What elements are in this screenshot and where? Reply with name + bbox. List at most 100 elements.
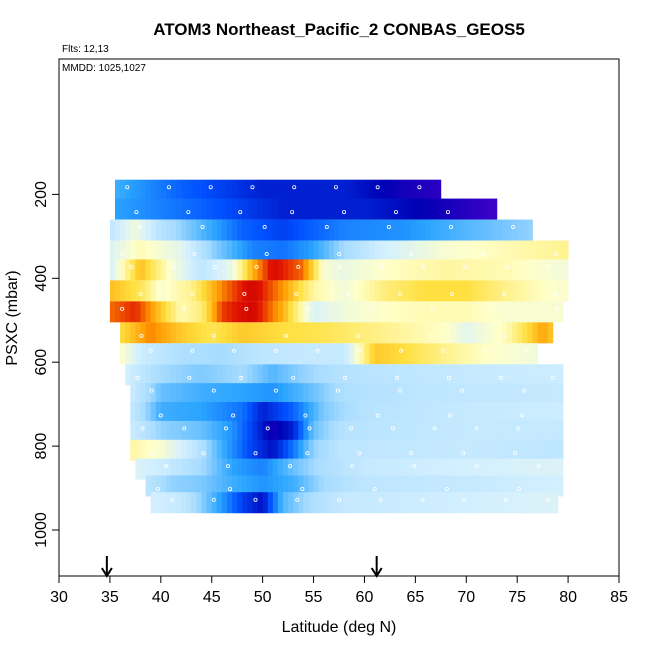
heatmap-cell <box>501 439 508 461</box>
heatmap-cell <box>272 439 279 461</box>
heatmap-cell <box>160 439 167 461</box>
heatmap-cell <box>501 420 508 442</box>
heatmap-cell <box>522 439 528 461</box>
heatmap-cell <box>384 322 391 344</box>
heatmap-cell <box>461 439 467 461</box>
heatmap-cell <box>277 458 284 480</box>
heatmap-cell <box>364 439 370 461</box>
heatmap-cell <box>547 420 554 442</box>
heatmap-cell <box>333 383 340 405</box>
observation-marker <box>445 210 450 215</box>
heatmap-cell <box>206 322 213 344</box>
x-tick-label: 75 <box>508 589 526 606</box>
heatmap-cell <box>405 475 411 497</box>
observation-marker <box>139 333 144 338</box>
heatmap-cell <box>440 364 447 386</box>
heatmap-cell <box>339 458 345 480</box>
heatmap-cell <box>277 475 284 497</box>
heatmap-cell <box>160 219 167 241</box>
heatmap-cell <box>283 301 289 323</box>
heatmap-cell <box>496 343 503 365</box>
heatmap-cell <box>272 301 279 323</box>
observation-marker <box>190 291 195 296</box>
observation-marker <box>536 464 541 469</box>
heatmap-cell <box>252 402 258 424</box>
observation-marker <box>201 451 206 456</box>
heatmap-cell <box>415 343 421 365</box>
heatmap-cell <box>527 475 533 497</box>
heatmap-cell <box>247 402 253 424</box>
heatmap-cell <box>303 364 309 386</box>
heatmap-cell <box>252 475 258 497</box>
heatmap-cell <box>410 322 416 344</box>
heatmap-cell <box>211 458 218 480</box>
heatmap-cell <box>410 301 416 323</box>
heatmap-cell <box>451 301 457 323</box>
heatmap-cell <box>486 322 493 344</box>
heatmap-cell <box>471 402 477 424</box>
heatmap-cell <box>247 475 253 497</box>
heatmap-cell <box>171 364 177 386</box>
heatmap-cell <box>145 364 152 386</box>
heatmap-cell <box>288 383 294 405</box>
heatmap-cell <box>369 439 376 461</box>
heatmap-cell <box>196 364 202 386</box>
heatmap-cell <box>420 280 426 302</box>
heatmap-cell <box>410 439 416 461</box>
heatmap-cell <box>206 439 213 461</box>
heatmap-cell <box>435 402 442 424</box>
heatmap-cell <box>242 301 248 323</box>
heatmap-cell <box>196 420 202 442</box>
heatmap-cell <box>405 420 411 442</box>
heatmap-cell <box>501 301 508 323</box>
heatmap-cell <box>186 219 192 241</box>
heatmap-cell <box>364 259 370 281</box>
heatmap-cell <box>400 301 406 323</box>
heatmap-cell <box>420 198 426 220</box>
heatmap-cell <box>384 364 391 386</box>
heatmap-cell <box>420 343 426 365</box>
heatmap-cell <box>415 364 421 386</box>
heatmap-cell <box>374 439 381 461</box>
heatmap-cell <box>496 259 503 281</box>
heatmap-cell <box>328 402 335 424</box>
heatmap-cell <box>303 402 309 424</box>
observation-marker <box>428 333 433 338</box>
heatmap-cell <box>303 420 309 442</box>
heatmap-cell <box>517 280 523 302</box>
heatmap-cell <box>140 364 146 386</box>
heatmap-cell <box>512 439 518 461</box>
heatmap-cell <box>221 420 228 442</box>
heatmap-cell <box>552 240 559 262</box>
heatmap-cell <box>186 364 192 386</box>
heatmap-cell <box>359 475 365 497</box>
heatmap-cell <box>552 458 559 480</box>
heatmap-cell <box>552 259 559 281</box>
heatmap-cell <box>547 458 554 480</box>
heatmap-cell <box>430 458 437 480</box>
heatmap-cell <box>354 458 360 480</box>
observation-marker <box>517 486 522 491</box>
heatmap-cell <box>120 301 126 323</box>
observation-marker <box>461 451 466 456</box>
heatmap-cell <box>323 198 330 220</box>
heatmap-cell <box>267 402 274 424</box>
heatmap-cell <box>440 219 447 241</box>
heatmap-cell <box>135 301 141 323</box>
heatmap-cell <box>181 259 187 281</box>
heatmap-cell <box>145 198 152 220</box>
observation-marker <box>430 306 435 311</box>
observation-marker <box>290 210 295 215</box>
heatmap-cell <box>232 198 238 220</box>
heatmap-cell <box>150 198 157 220</box>
heatmap-cell <box>160 322 167 344</box>
y-tick-label: 800 <box>33 433 50 460</box>
observation-marker <box>242 291 247 296</box>
heatmap-cell <box>333 343 340 365</box>
heatmap-cell <box>451 383 457 405</box>
heatmap-cell <box>349 364 355 386</box>
heatmap-cell <box>522 364 528 386</box>
heatmap-cell <box>537 364 544 386</box>
heatmap-cell <box>364 343 370 365</box>
heatmap-cell <box>369 240 376 262</box>
